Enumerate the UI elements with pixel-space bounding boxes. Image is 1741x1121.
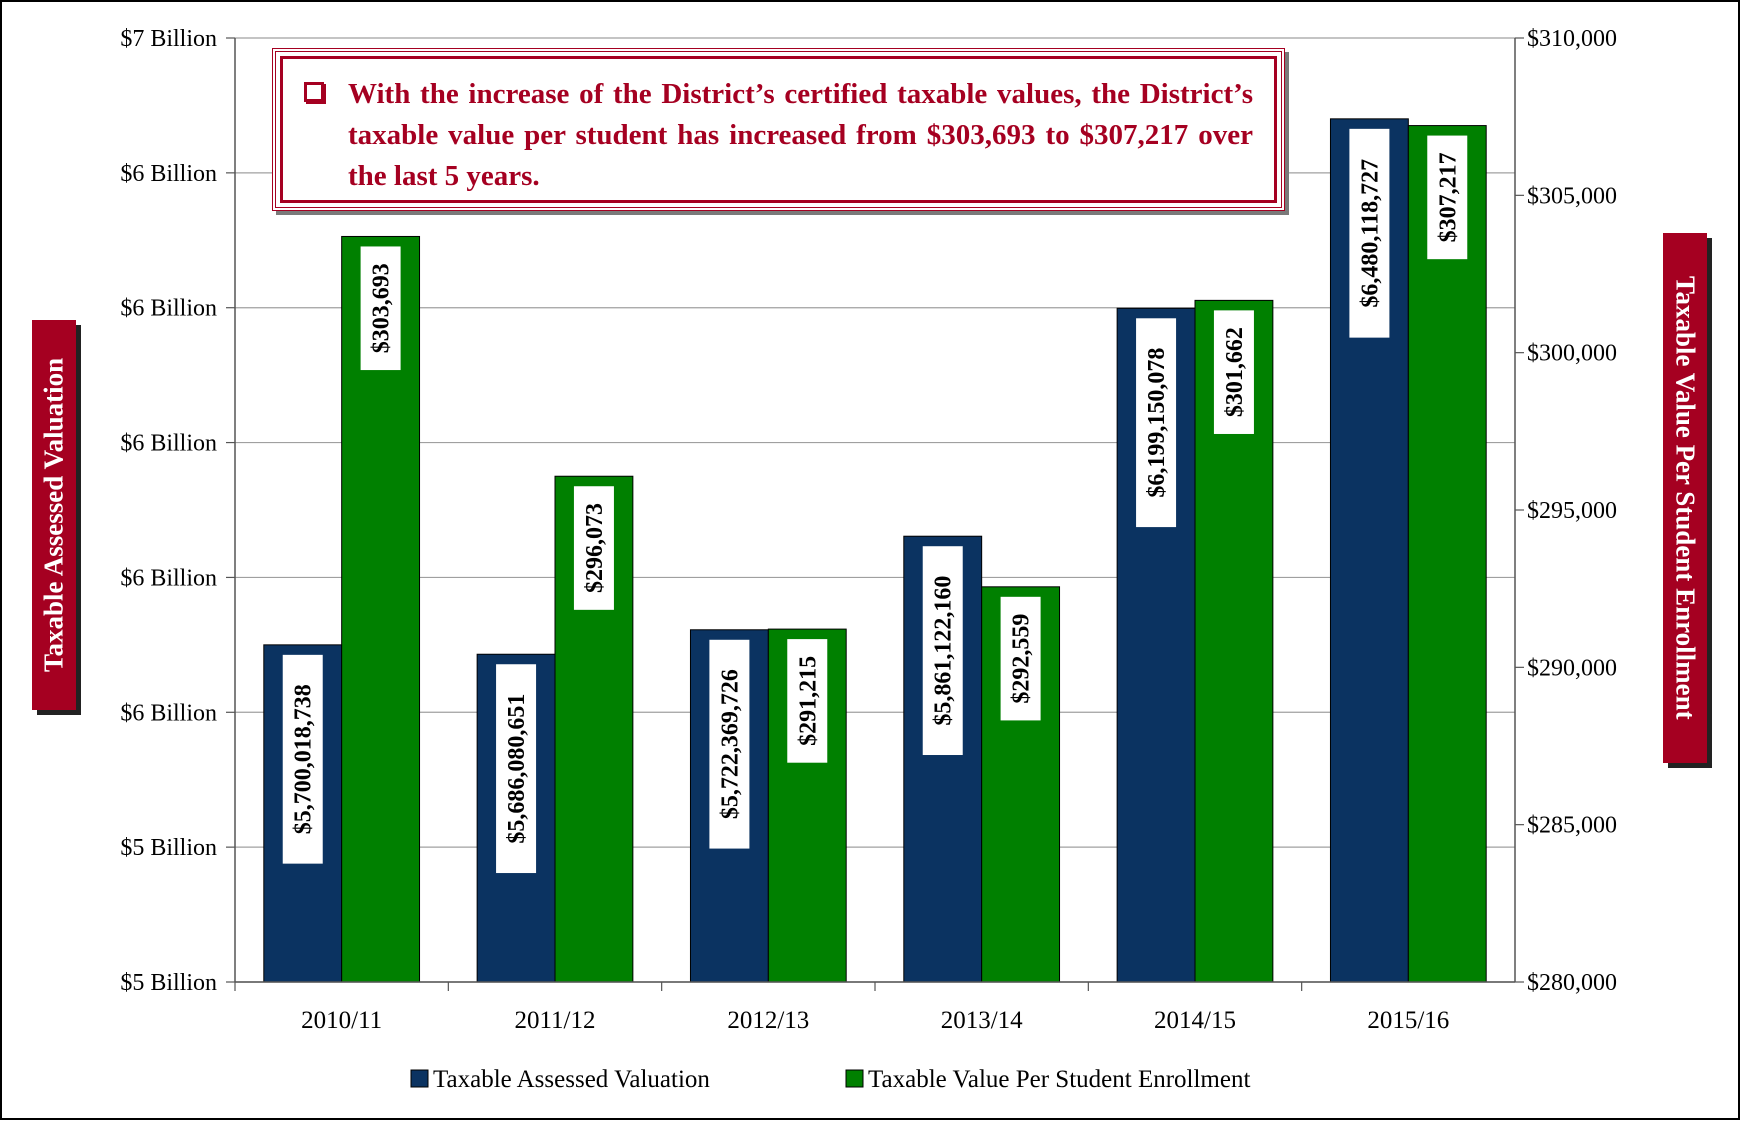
annotation-box: With the increase of the District’s cert… bbox=[272, 48, 1285, 211]
x-tick-label: 2011/12 bbox=[514, 1007, 595, 1034]
value-label: $6,480,118,727 bbox=[1357, 159, 1383, 308]
value-label: $6,199,150,078 bbox=[1144, 348, 1170, 498]
x-tick-label: 2010/11 bbox=[301, 1007, 382, 1034]
value-label: $5,722,369,726 bbox=[717, 669, 743, 819]
x-tick-label: 2013/14 bbox=[941, 1007, 1023, 1034]
annotation: With the increase of the District’s cert… bbox=[348, 78, 1253, 192]
y-tick-label: $6 Billion bbox=[120, 565, 217, 591]
x-tick-label: 2012/13 bbox=[727, 1007, 809, 1034]
y-tick-label: $5 Billion bbox=[120, 970, 217, 996]
y2-axis-title: Taxable Value Per Student Enrollment bbox=[1663, 233, 1707, 763]
value-label: $291,215 bbox=[795, 656, 821, 746]
y-tick-label: $6 Billion bbox=[120, 700, 217, 726]
value-label: $303,693 bbox=[369, 263, 395, 353]
value-label-box bbox=[573, 486, 614, 610]
value-label-box bbox=[1213, 310, 1254, 434]
x-tick-label: 2014/15 bbox=[1154, 1007, 1236, 1034]
y-tick-label: $7 Billion bbox=[120, 26, 217, 52]
value-label-box bbox=[922, 546, 963, 756]
legend-label: Taxable Value Per Student Enrollment bbox=[868, 1066, 1250, 1093]
y2-tick-label: $290,000 bbox=[1527, 655, 1617, 681]
y-tick-label: $5 Billion bbox=[120, 835, 217, 861]
value-label: $301,662 bbox=[1222, 327, 1248, 417]
y-tick-label: $6 Billion bbox=[120, 161, 217, 187]
value-label-box bbox=[709, 639, 750, 849]
value-label: $296,073 bbox=[582, 503, 608, 593]
value-label-box bbox=[496, 664, 537, 874]
y-tick-label: $6 Billion bbox=[120, 431, 217, 457]
value-label: $5,700,018,738 bbox=[291, 684, 317, 834]
y2-tick-label: $310,000 bbox=[1527, 26, 1617, 52]
x-tick-label: 2015/16 bbox=[1367, 1007, 1449, 1034]
legend-swatch bbox=[845, 1069, 864, 1088]
y-tick-label: $6 Billion bbox=[120, 296, 217, 322]
y-axis-title: Taxable Assessed Valuation bbox=[32, 320, 76, 710]
y2-tick-label: $300,000 bbox=[1527, 341, 1617, 367]
bullet-icon bbox=[304, 82, 324, 102]
legend-swatch bbox=[410, 1069, 429, 1088]
y2-tick-label: $295,000 bbox=[1527, 498, 1617, 524]
value-label-box bbox=[1000, 596, 1041, 721]
legend-label: Taxable Assessed Valuation bbox=[433, 1066, 710, 1093]
y2-tick-label: $280,000 bbox=[1527, 970, 1617, 996]
value-label: $5,861,122,160 bbox=[931, 576, 957, 726]
y2-tick-label: $285,000 bbox=[1527, 813, 1617, 839]
value-label-box bbox=[282, 654, 323, 864]
value-label: $5,686,080,651 bbox=[504, 694, 530, 844]
value-label-box bbox=[1349, 128, 1390, 338]
value-label-box bbox=[1427, 135, 1468, 260]
value-label-box bbox=[360, 246, 401, 371]
value-label: $307,217 bbox=[1435, 152, 1461, 242]
value-label: $292,559 bbox=[1009, 614, 1035, 704]
value-label-box bbox=[1136, 318, 1177, 528]
value-label-box bbox=[787, 639, 828, 763]
y2-tick-label: $305,000 bbox=[1527, 183, 1617, 209]
